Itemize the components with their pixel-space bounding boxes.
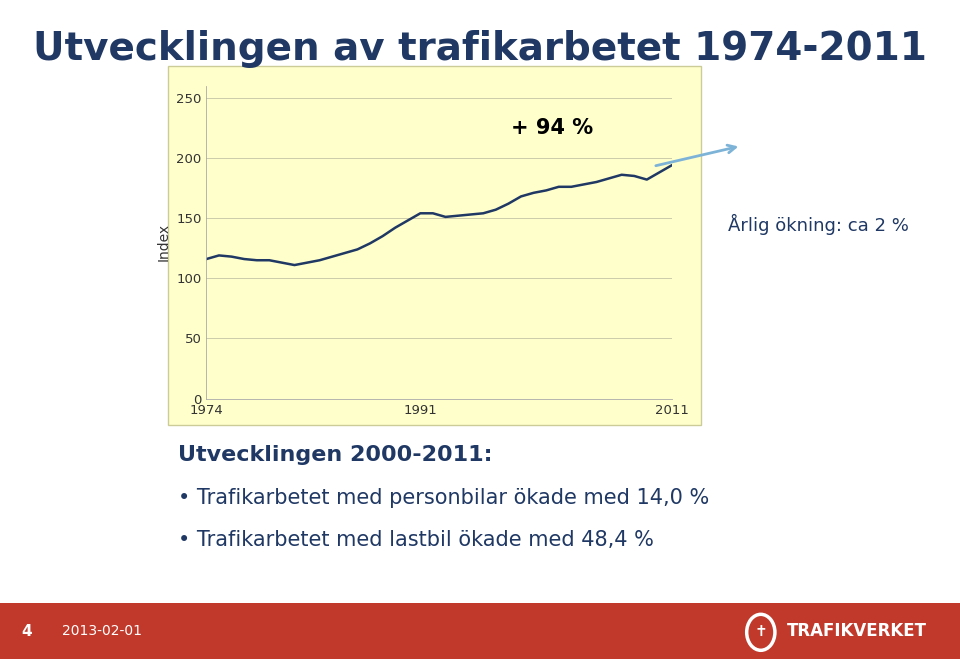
Text: Årlig ökning: ca 2 %: Årlig ökning: ca 2 %	[728, 214, 908, 235]
Text: • Trafikarbetet med personbilar ökade med 14,0 %: • Trafikarbetet med personbilar ökade me…	[178, 488, 708, 507]
Text: 2013-02-01: 2013-02-01	[62, 624, 142, 639]
Text: • Trafikarbetet med lastbil ökade med 48,4 %: • Trafikarbetet med lastbil ökade med 48…	[178, 530, 654, 550]
Y-axis label: Index: Index	[156, 223, 171, 261]
Text: Utvecklingen av trafikarbetet 1974-2011: Utvecklingen av trafikarbetet 1974-2011	[33, 30, 927, 68]
Text: ✝: ✝	[755, 624, 767, 639]
Text: + 94 %: + 94 %	[512, 118, 593, 138]
Text: 4: 4	[21, 624, 32, 639]
Text: TRAFIKVERKET: TRAFIKVERKET	[787, 622, 927, 641]
Text: Utvecklingen 2000-2011:: Utvecklingen 2000-2011:	[178, 445, 492, 465]
